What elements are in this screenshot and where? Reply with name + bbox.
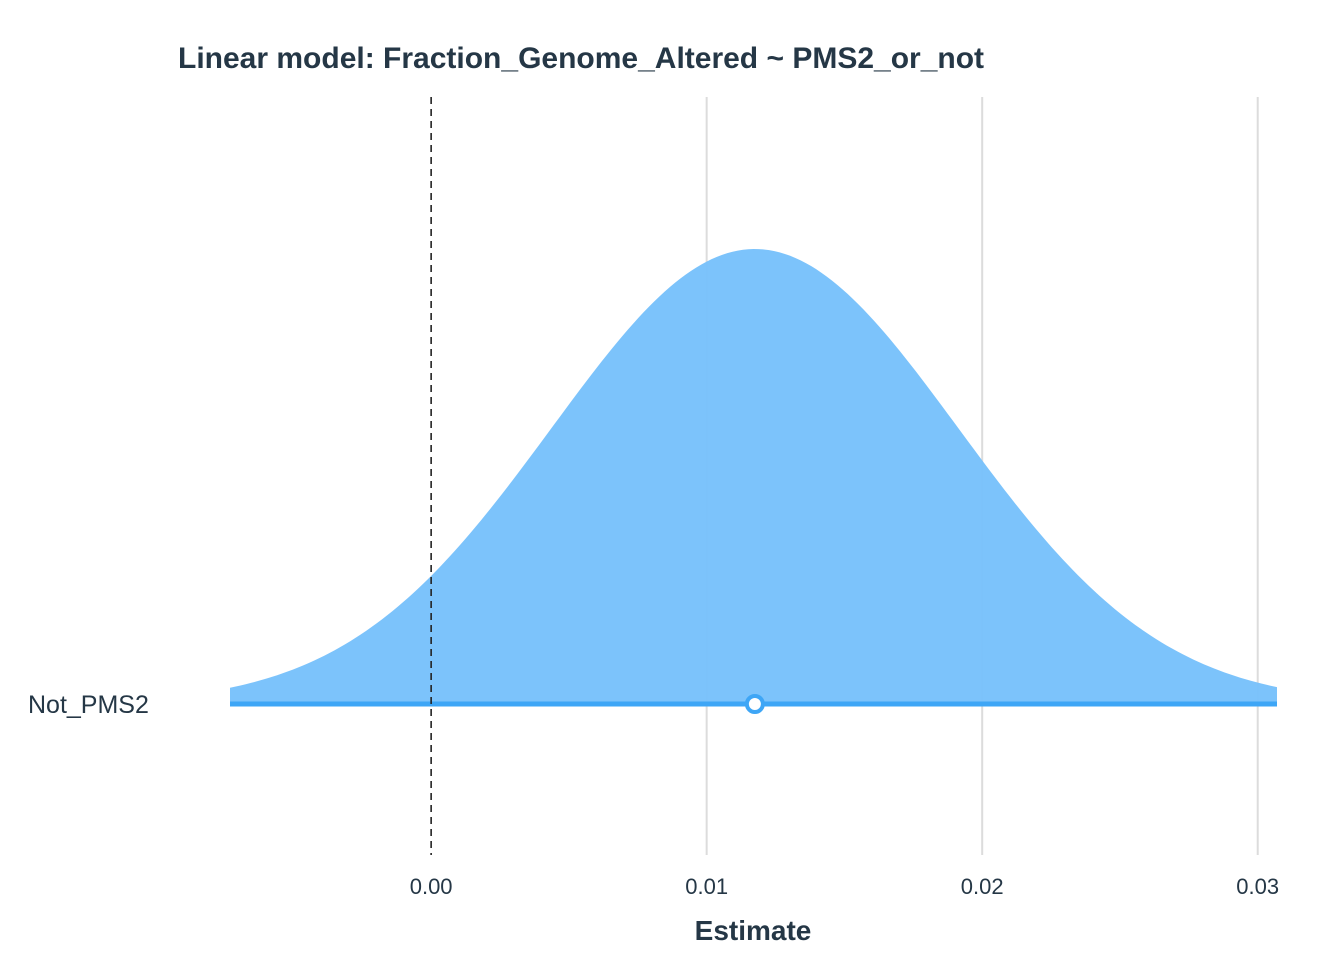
x-tick-label: 0.03 bbox=[1236, 874, 1279, 899]
distribution-layer bbox=[230, 249, 1277, 714]
x-tick-label: 0.01 bbox=[685, 874, 728, 899]
x-tick-layer: 0.00 0.01 0.02 0.03 bbox=[410, 874, 1279, 899]
chart-title: Linear model: Fraction_Genome_Altered ~ … bbox=[178, 42, 984, 75]
x-tick-label: 0.02 bbox=[961, 874, 1004, 899]
x-tick-label: 0.00 bbox=[410, 874, 453, 899]
category-layer: Not_PMS2 bbox=[28, 691, 149, 719]
x-axis-label: Estimate bbox=[695, 915, 812, 946]
category-label: Not_PMS2 bbox=[28, 691, 149, 719]
density-area bbox=[230, 249, 1277, 704]
estimate-point bbox=[744, 694, 765, 714]
